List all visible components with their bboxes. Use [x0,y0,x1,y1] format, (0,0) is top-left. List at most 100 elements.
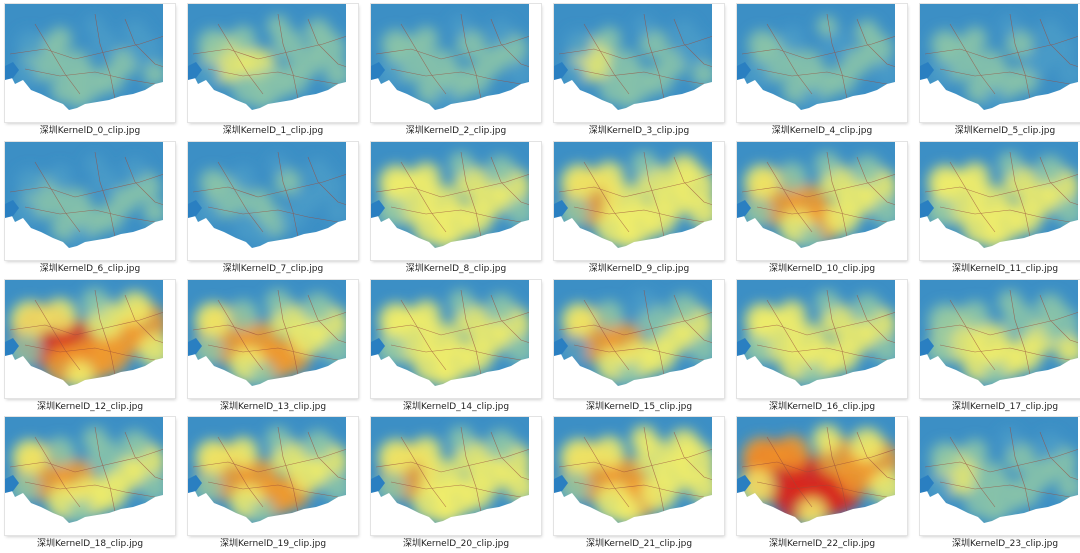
file-name-label: 深圳KernelD_2_clip.jpg [405,126,507,136]
file-thumbnail[interactable] [5,280,175,398]
file-thumbnail[interactable] [554,280,724,398]
density-layer [558,151,720,250]
file-thumbnail[interactable] [188,142,358,260]
estuary [920,475,934,493]
file-tile[interactable]: 深圳KernelD_4_clip.jpg [737,4,907,140]
file-thumbnail[interactable] [5,4,175,122]
file-thumbnail[interactable] [554,4,724,122]
estuary [737,62,751,80]
heatmap-thumbnail [554,4,724,122]
heatmap-thumbnail [5,417,175,535]
file-tile[interactable]: 深圳KernelD_5_clip.jpg [920,4,1080,140]
road-network [192,426,354,513]
file-name-label: 深圳KernelD_6_clip.jpg [39,264,141,274]
estuary [188,338,202,356]
file-tile[interactable]: 深圳KernelD_19_clip.jpg [188,417,358,553]
file-name-label: 深圳KernelD_17_clip.jpg [951,402,1059,412]
file-tile[interactable]: 深圳KernelD_17_clip.jpg [920,280,1080,416]
file-thumbnail[interactable] [371,4,541,122]
road-network [924,151,1080,238]
density-layer [561,15,717,110]
estuary [920,338,934,356]
file-name-label: 深圳KernelD_21_clip.jpg [585,539,693,549]
heatmap-thumbnail [737,142,907,260]
file-tile[interactable]: 深圳KernelD_12_clip.jpg [5,280,175,416]
file-name-label: 深圳KernelD_3_clip.jpg [588,126,690,136]
file-thumbnail[interactable] [188,280,358,398]
heatmap-thumbnail [554,280,724,398]
file-tile[interactable]: 深圳KernelD_13_clip.jpg [188,280,358,416]
heatmap-thumbnail [554,417,724,535]
file-thumbnail[interactable] [371,142,541,260]
estuary [5,200,19,218]
file-thumbnail[interactable] [737,142,907,260]
road-network [9,426,171,513]
file-tile[interactable]: 深圳KernelD_22_clip.jpg [737,417,907,553]
density-layer [376,151,536,250]
file-thumbnail[interactable] [737,417,907,535]
file-name-label: 深圳KernelD_15_clip.jpg [585,402,693,412]
heatmap-thumbnail [554,142,724,260]
sea-area [737,350,895,398]
estuary [5,475,19,493]
density-layer [742,289,902,388]
file-name-label: 深圳KernelD_18_clip.jpg [36,539,144,549]
road-network [741,13,903,100]
file-thumbnail[interactable] [371,417,541,535]
file-thumbnail[interactable] [5,142,175,260]
file-tile[interactable]: 深圳KernelD_9_clip.jpg [554,142,724,278]
road-network [558,151,720,238]
file-thumbnail[interactable] [920,142,1080,260]
file-name-label: 深圳KernelD_10_clip.jpg [768,264,876,274]
file-thumbnail[interactable] [737,4,907,122]
sea-area [737,74,895,122]
road-network [924,13,1080,100]
file-tile[interactable]: 深圳KernelD_1_clip.jpg [188,4,358,140]
file-thumbnail[interactable] [371,280,541,398]
sea-area [188,487,346,535]
sea-area [5,212,163,260]
file-thumbnail[interactable] [920,280,1080,398]
file-tile[interactable]: 深圳KernelD_2_clip.jpg [371,4,541,140]
file-tile[interactable]: 深圳KernelD_10_clip.jpg [737,142,907,278]
density-layer [744,15,900,110]
file-tile[interactable]: 深圳KernelD_14_clip.jpg [371,280,541,416]
road-network [558,13,720,100]
file-tile[interactable]: 深圳KernelD_18_clip.jpg [5,417,175,553]
file-tile[interactable]: 深圳KernelD_0_clip.jpg [5,4,175,140]
file-tile[interactable]: 深圳KernelD_15_clip.jpg [554,280,724,416]
estuary [920,200,934,218]
file-tile[interactable]: 深圳KernelD_23_clip.jpg [920,417,1080,553]
file-tile[interactable]: 深圳KernelD_11_clip.jpg [920,142,1080,278]
road-network [375,289,537,376]
sea-area [554,74,712,122]
file-name-label: 深圳KernelD_4_clip.jpg [771,126,873,136]
estuary [188,475,202,493]
file-name-label: 深圳KernelD_9_clip.jpg [588,264,690,274]
road-network [741,151,903,238]
file-thumbnail[interactable] [554,417,724,535]
heatmap-thumbnail [188,280,358,398]
file-tile[interactable]: 深圳KernelD_8_clip.jpg [371,142,541,278]
heatmap-thumbnail [920,4,1080,122]
estuary [554,62,568,80]
file-name-label: 深圳KernelD_8_clip.jpg [405,264,507,274]
file-tile[interactable]: 深圳KernelD_21_clip.jpg [554,417,724,553]
file-thumbnail[interactable] [554,142,724,260]
road-network [375,13,537,100]
file-tile[interactable]: 深圳KernelD_3_clip.jpg [554,4,724,140]
file-tile[interactable]: 深圳KernelD_16_clip.jpg [737,280,907,416]
file-thumbnail[interactable] [188,4,358,122]
file-thumbnail[interactable] [188,417,358,535]
heatmap-thumbnail [737,4,907,122]
file-name-label: 深圳KernelD_20_clip.jpg [402,539,510,549]
file-tile[interactable]: 深圳KernelD_6_clip.jpg [5,142,175,278]
file-thumbnail[interactable] [920,4,1080,122]
road-network [924,426,1080,513]
file-thumbnail[interactable] [920,417,1080,535]
file-tile[interactable]: 深圳KernelD_7_clip.jpg [188,142,358,278]
file-thumbnail[interactable] [737,280,907,398]
density-layer [194,14,352,111]
file-thumbnail[interactable] [5,417,175,535]
file-tile[interactable]: 深圳KernelD_20_clip.jpg [371,417,541,553]
